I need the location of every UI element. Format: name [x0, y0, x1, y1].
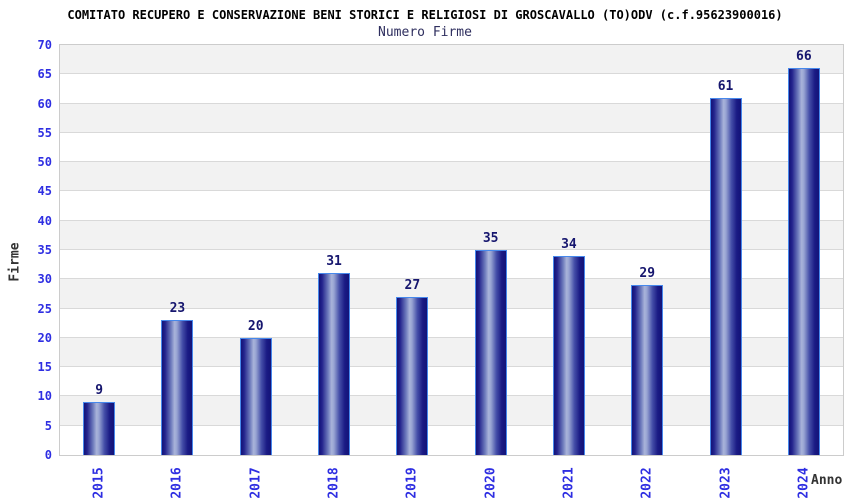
bar-value-label: 31	[326, 254, 342, 269]
bar	[318, 273, 351, 455]
gridline	[60, 161, 843, 163]
y-tick-label: 5	[44, 418, 52, 433]
gridline	[60, 395, 843, 397]
x-tick-label: 2019	[404, 467, 420, 499]
bar	[474, 250, 507, 455]
gridline	[60, 73, 843, 75]
y-tick-label: 15	[37, 360, 52, 375]
bar	[239, 338, 272, 455]
x-tick-label: 2024	[796, 467, 812, 499]
y-tick-label: 20	[37, 330, 52, 345]
bar	[787, 68, 820, 455]
y-tick-label: 0	[44, 448, 52, 462]
y-tick-label: 45	[37, 184, 52, 199]
x-tick-label: 2020	[483, 467, 499, 499]
y-tick-label: 30	[37, 272, 52, 287]
chart-title: COMITATO RECUPERO E CONSERVAZIONE BENI S…	[67, 8, 783, 22]
bar	[552, 256, 585, 455]
gridline	[60, 307, 843, 309]
x-tick-label: 2021	[561, 467, 577, 499]
y-tick-label: 40	[37, 213, 52, 228]
bar-value-label: 23	[169, 301, 186, 316]
gridline	[60, 249, 843, 250]
bar-value-label: 9	[95, 383, 104, 398]
y-tick-label: 65	[37, 67, 52, 82]
x-tick-label: 2023	[718, 467, 734, 499]
y-tick-label: 25	[37, 301, 52, 316]
y-tick-label: 50	[37, 155, 52, 170]
bar-value-label: 27	[404, 278, 421, 293]
chart-subtitle: Numero Firme	[378, 25, 472, 40]
bar	[396, 297, 429, 455]
gridline	[60, 424, 843, 426]
bar	[709, 98, 742, 455]
bar-value-label: 34	[561, 237, 577, 252]
bar-value-label: 66	[796, 49, 812, 64]
gridline	[60, 131, 843, 133]
x-tick-label: 2016	[169, 467, 185, 499]
x-tick-label: 2022	[639, 467, 655, 499]
bar-value-label: 35	[482, 231, 499, 246]
x-tick-label: 2015	[91, 467, 107, 499]
gridline	[60, 366, 843, 368]
y-tick-label: 55	[37, 125, 52, 140]
bar	[161, 320, 194, 455]
bar-value-label: 29	[639, 266, 656, 281]
gridline	[60, 219, 843, 221]
gridline	[60, 102, 843, 104]
y-tick-label: 70	[37, 38, 52, 52]
bar	[631, 285, 664, 455]
x-axis-title: Anno	[811, 473, 843, 488]
x-tick-label: 2018	[326, 467, 342, 499]
gridline	[60, 336, 843, 338]
y-tick-label: 10	[37, 389, 52, 404]
gridline	[60, 278, 843, 280]
bar	[83, 402, 116, 455]
bar-value-label: 61	[717, 79, 734, 94]
y-tick-label: 35	[37, 243, 52, 257]
plot-band	[60, 45, 843, 75]
x-tick-label: 2017	[248, 467, 264, 499]
bar-value-label: 20	[247, 319, 264, 334]
gridline	[60, 190, 843, 192]
y-tick-label: 60	[37, 96, 52, 111]
